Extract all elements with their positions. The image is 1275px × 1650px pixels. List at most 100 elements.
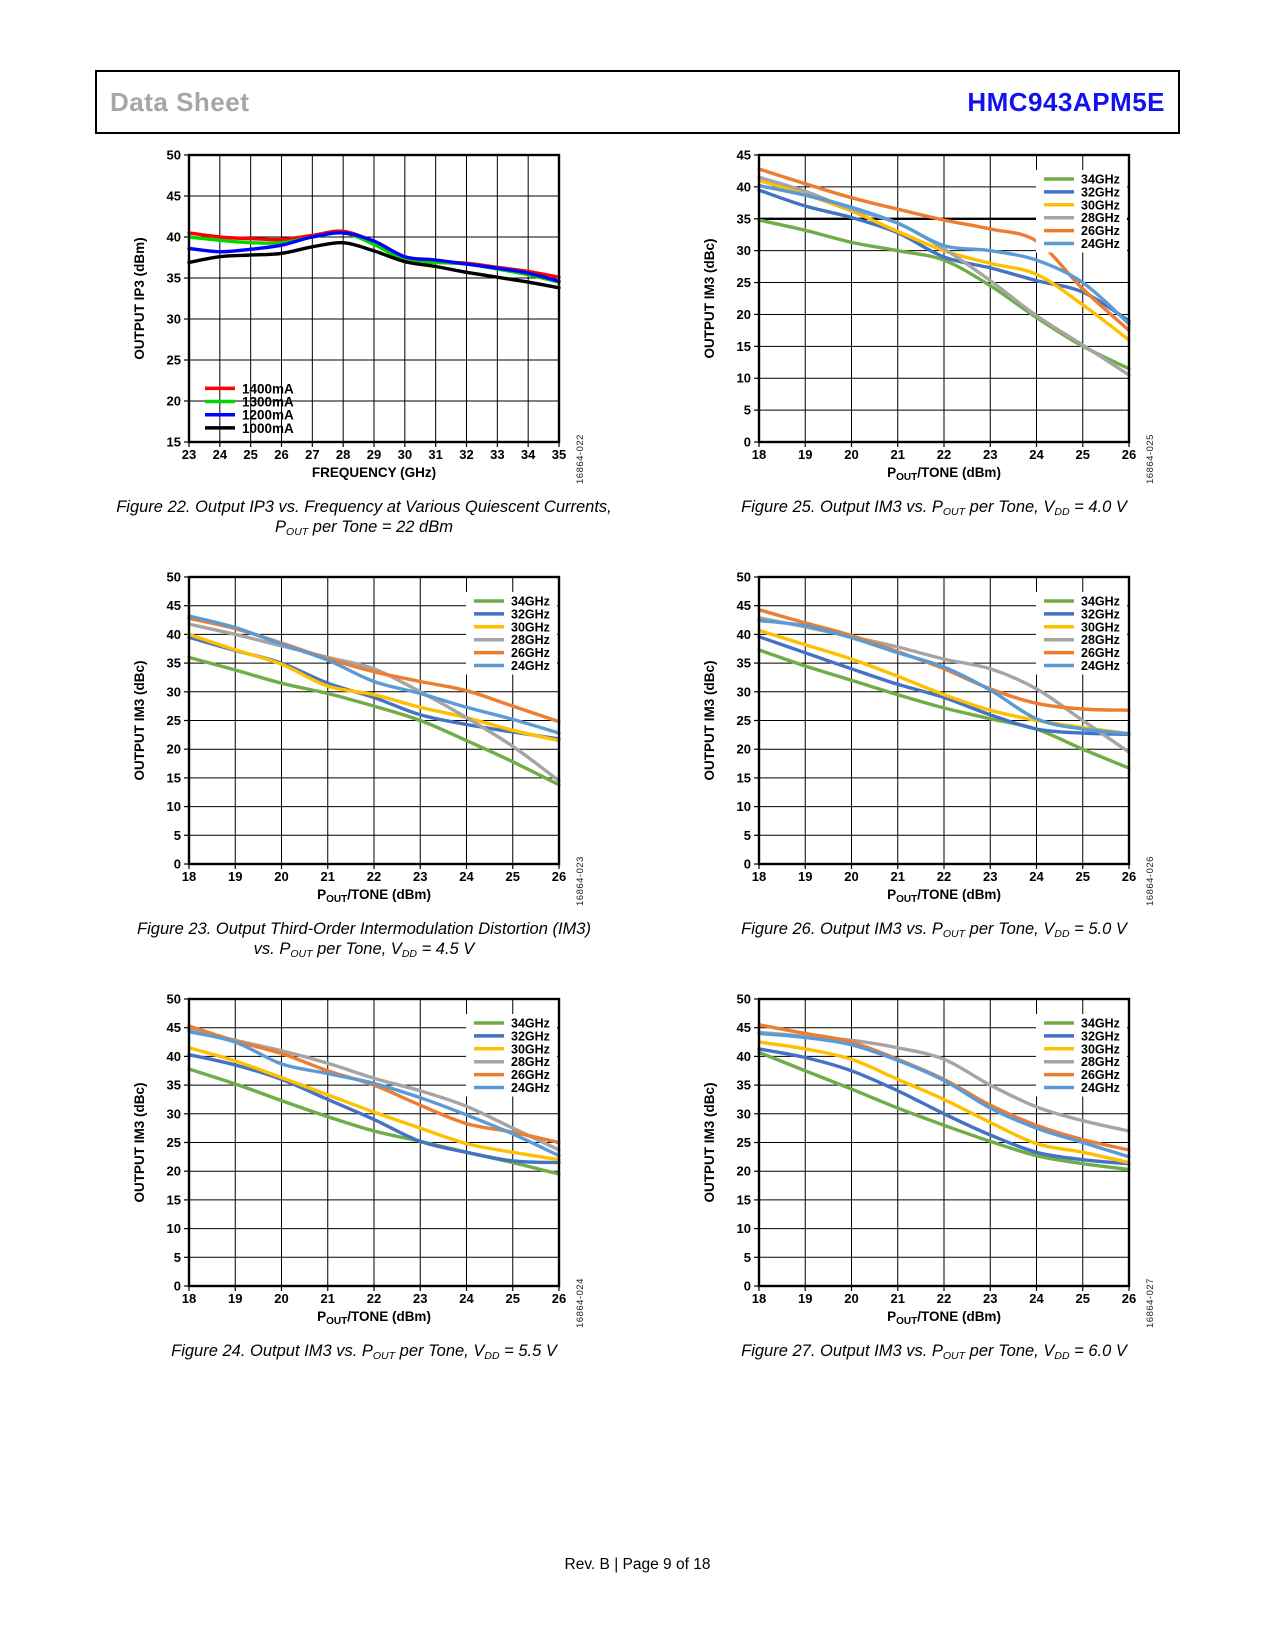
svg-text:40: 40 xyxy=(737,1049,751,1064)
legend-label-28GHz: 28GHz xyxy=(1081,633,1120,647)
series-line-32GHz xyxy=(187,1053,561,1165)
svg-text:20: 20 xyxy=(167,742,181,757)
svg-text:18: 18 xyxy=(182,869,196,884)
caption-line: Figure 23. Output Third-Order Intermodul… xyxy=(137,920,591,938)
svg-text:30: 30 xyxy=(737,684,751,699)
legend-label-26GHz: 26GHz xyxy=(511,1068,550,1082)
svg-text:15: 15 xyxy=(167,770,181,785)
x-axis-label: POUT/TONE (dBm) xyxy=(317,887,431,905)
svg-text:22: 22 xyxy=(367,1291,381,1306)
series-line-32GHz xyxy=(757,635,1131,736)
series-line-32GHz xyxy=(757,1047,1131,1166)
part-number: HMC943APM5E xyxy=(967,86,1165,117)
svg-text:25: 25 xyxy=(737,1135,751,1150)
legend-label-32GHz: 32GHz xyxy=(1081,1029,1120,1043)
svg-text:40: 40 xyxy=(737,179,751,194)
svg-text:22: 22 xyxy=(367,869,381,884)
page-footer: Rev. B | Page 9 of 18 xyxy=(564,1556,711,1573)
svg-text:25: 25 xyxy=(1076,1291,1090,1306)
svg-text:25: 25 xyxy=(167,1135,181,1150)
figure-id-watermark: 16864-027 xyxy=(1145,1278,1156,1328)
svg-text:19: 19 xyxy=(228,1291,242,1306)
svg-text:30: 30 xyxy=(737,243,751,258)
svg-text:15: 15 xyxy=(737,339,751,354)
svg-text:19: 19 xyxy=(798,1291,812,1306)
svg-text:35: 35 xyxy=(552,447,566,462)
figure-id-watermark: 16864-022 xyxy=(575,434,586,484)
svg-text:35: 35 xyxy=(167,656,181,671)
svg-text:25: 25 xyxy=(737,713,751,728)
y-axis-label: OUTPUT IP3 (dBm) xyxy=(132,237,147,359)
svg-text:5: 5 xyxy=(744,403,751,418)
svg-text:20: 20 xyxy=(844,447,858,462)
series-line-30GHz xyxy=(187,632,561,743)
svg-text:24: 24 xyxy=(213,447,228,462)
series-line-1000mA xyxy=(187,240,561,290)
series-line-32GHz xyxy=(757,188,1131,323)
figure-id-watermark: 16864-025 xyxy=(1145,434,1156,484)
svg-text:50: 50 xyxy=(737,992,751,1007)
svg-text:5: 5 xyxy=(744,1250,751,1265)
svg-text:30: 30 xyxy=(737,1106,751,1121)
series-line-28GHz xyxy=(757,175,1131,377)
figure-22-caption: Figure 22. Output IP3 vs. Frequency at V… xyxy=(79,497,649,539)
tick-labels: 18 19 20 21 22 23 24 25 26 0 5 10 15 20 25 30 35 40 45 50 xyxy=(737,992,1137,1307)
svg-text:5: 5 xyxy=(174,828,181,843)
series-lines xyxy=(187,229,561,290)
plot-border xyxy=(187,997,561,1288)
svg-text:23: 23 xyxy=(182,447,196,462)
svg-text:27: 27 xyxy=(305,447,319,462)
figure-24-cell: 34GHz 32GHz 30GHz 28GHz 26GHz 24GHz 18 19 20 21 22… xyxy=(79,991,649,1413)
svg-text:50: 50 xyxy=(167,148,181,163)
legend-label-24GHz: 24GHz xyxy=(1081,237,1120,251)
legend-background xyxy=(1036,1014,1127,1097)
figure-22-cell: 1400mA 1300mA 1200mA 1000mA 23 24 25 26 27 28 29 30… xyxy=(79,147,649,569)
figure-26-caption: Figure 26. Output IM3 vs. POUT per Tone,… xyxy=(649,919,1219,941)
tick-labels: 18 19 20 21 22 23 24 25 26 0 5 10 15 20 25 30 35 40 45 xyxy=(737,148,1137,463)
svg-text:5: 5 xyxy=(174,1250,181,1265)
series-lines xyxy=(757,167,1131,377)
svg-text:21: 21 xyxy=(891,447,905,462)
svg-text:19: 19 xyxy=(228,869,242,884)
legend-label-34GHz: 34GHz xyxy=(511,1017,550,1031)
figure-id-watermark: 16864-026 xyxy=(1145,856,1156,906)
svg-text:18: 18 xyxy=(752,447,766,462)
svg-text:21: 21 xyxy=(321,1291,335,1306)
svg-text:45: 45 xyxy=(167,598,181,613)
svg-text:25: 25 xyxy=(506,1291,520,1306)
legend-label-1300mA: 1300mA xyxy=(242,395,294,410)
y-axis-label: OUTPUT IM3 (dBc) xyxy=(702,661,717,781)
svg-text:20: 20 xyxy=(274,1291,288,1306)
svg-text:30: 30 xyxy=(398,447,412,462)
series-lines xyxy=(187,614,561,787)
legend-label-28GHz: 28GHz xyxy=(1081,211,1120,225)
svg-text:25: 25 xyxy=(167,353,181,368)
svg-text:18: 18 xyxy=(182,1291,196,1306)
legend-label-32GHz: 32GHz xyxy=(1081,607,1120,621)
svg-text:45: 45 xyxy=(167,189,181,204)
svg-text:20: 20 xyxy=(167,394,181,409)
svg-text:40: 40 xyxy=(167,627,181,642)
svg-text:10: 10 xyxy=(167,1221,181,1236)
svg-text:15: 15 xyxy=(167,435,181,450)
svg-text:18: 18 xyxy=(752,1291,766,1306)
plot-border xyxy=(187,153,561,444)
svg-text:24: 24 xyxy=(1029,1291,1044,1306)
caption-line: Figure 26. Output IM3 vs. POUT per Tone,… xyxy=(741,920,1127,940)
svg-text:28: 28 xyxy=(336,447,350,462)
svg-text:35: 35 xyxy=(167,271,181,286)
legend-label-30GHz: 30GHz xyxy=(511,620,550,634)
svg-text:34: 34 xyxy=(521,447,536,462)
svg-text:20: 20 xyxy=(167,1164,181,1179)
legend-label-26GHz: 26GHz xyxy=(511,646,550,660)
svg-text:23: 23 xyxy=(413,1291,427,1306)
svg-text:24: 24 xyxy=(459,1291,474,1306)
legend-label-1400mA: 1400mA xyxy=(242,381,294,396)
legend-label-24GHz: 24GHz xyxy=(1081,659,1120,673)
svg-text:24: 24 xyxy=(1029,869,1044,884)
svg-text:22: 22 xyxy=(937,869,951,884)
